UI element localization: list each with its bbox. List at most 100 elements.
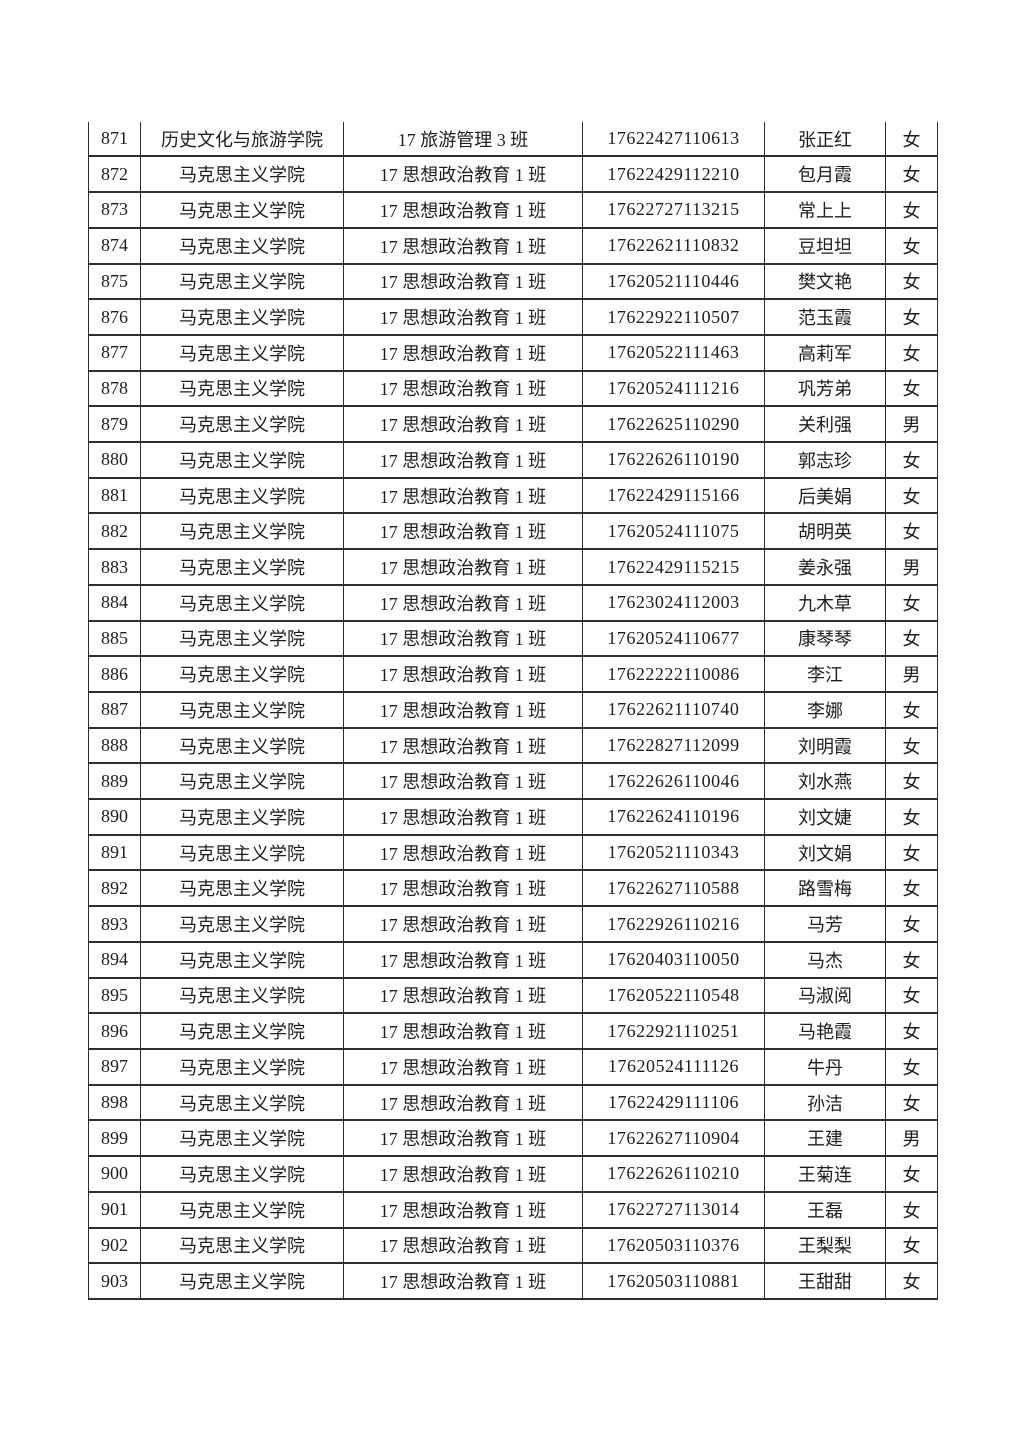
table-row: 894 马克思主义学院 17 思想政治教育 1 班 17620403110050 马杰女 — [88, 940, 938, 979]
name-cell: 牛丹 — [764, 1048, 886, 1086]
student_id-cell: 17620524111216 — [582, 369, 765, 408]
college-cell: 马克思主义学院 — [140, 155, 344, 194]
seq-cell: 893 — [88, 905, 141, 943]
name-cell: 李江 — [764, 655, 886, 693]
gender-cell: 女 — [885, 298, 938, 336]
seq-cell: 903 — [88, 1262, 141, 1300]
gender-cell: 女 — [885, 122, 938, 158]
college-cell: 马克思主义学院 — [140, 1012, 344, 1050]
seq-cell: 880 — [88, 441, 141, 479]
college-cell: 马克思主义学院 — [140, 1119, 344, 1158]
name-cell: 王菊连 — [764, 1155, 886, 1193]
seq-cell: 898 — [88, 1083, 141, 1122]
class-cell: 17 思想政治教育 1 班 — [343, 798, 583, 836]
student_id-cell: 17620522111463 — [582, 333, 765, 372]
name-cell: 范玉霞 — [764, 298, 886, 336]
gender-cell: 女 — [885, 1190, 938, 1229]
college-cell: 马克思主义学院 — [140, 940, 344, 979]
seq-cell: 875 — [88, 262, 141, 301]
name-cell: 刘明霞 — [764, 726, 886, 765]
name-cell: 胡明英 — [764, 512, 886, 551]
class-cell: 17 思想政治教育 1 班 — [343, 619, 583, 658]
table-row: 884 马克思主义学院 17 思想政治教育 1 班 17623024112003 九木草… — [88, 583, 938, 622]
student_id-cell: 17620524111126 — [582, 1048, 765, 1086]
table-row: 875 马克思主义学院 17 思想政治教育 1 班 17620521110446 樊文艳… — [88, 262, 938, 301]
gender-cell: 女 — [885, 583, 938, 622]
table-row: 890 马克思主义学院 17 思想政治教育 1 班 17622624110196 刘文婕… — [88, 798, 938, 836]
gender-cell: 女 — [885, 1155, 938, 1193]
table-row: 892 马克思主义学院 17 思想政治教育 1 班 17622627110588 路雪梅… — [88, 869, 938, 908]
seq-cell: 881 — [88, 476, 141, 515]
seq-cell: 874 — [88, 226, 141, 265]
gender-cell: 女 — [885, 333, 938, 372]
college-cell: 马克思主义学院 — [140, 441, 344, 479]
student-roster-table: 871 历史文化与旅游学院 17 旅游管理 3 班 17622427110613 张正红… — [88, 122, 938, 1300]
class-cell: 17 思想政治教育 1 班 — [343, 833, 583, 872]
student_id-cell: 17622727113014 — [582, 1190, 765, 1229]
seq-cell: 900 — [88, 1155, 141, 1193]
college-cell: 马克思主义学院 — [140, 1226, 344, 1265]
gender-cell: 女 — [885, 1226, 938, 1265]
seq-cell: 888 — [88, 726, 141, 765]
class-cell: 17 思想政治教育 1 班 — [343, 905, 583, 943]
gender-cell: 女 — [885, 369, 938, 408]
student_id-cell: 17622921110251 — [582, 1012, 765, 1050]
table-row: 880 马克思主义学院 17 思想政治教育 1 班 17622626110190 郭志珍… — [88, 441, 938, 479]
table-row: 881 马克思主义学院 17 思想政治教育 1 班 17622429115166 后美娟… — [88, 476, 938, 515]
college-cell: 马克思主义学院 — [140, 476, 344, 515]
table-row: 874 马克思主义学院 17 思想政治教育 1 班 17622621110832 豆坦坦… — [88, 226, 938, 265]
name-cell: 樊文艳 — [764, 262, 886, 301]
class-cell: 17 思想政治教育 1 班 — [343, 940, 583, 979]
gender-cell: 女 — [885, 726, 938, 765]
class-cell: 17 思想政治教育 1 班 — [343, 1083, 583, 1122]
seq-cell: 889 — [88, 762, 141, 801]
table-row: 893 马克思主义学院 17 思想政治教育 1 班 17622926110216 马芳女 — [88, 905, 938, 943]
college-cell: 马克思主义学院 — [140, 726, 344, 765]
college-cell: 马克思主义学院 — [140, 369, 344, 408]
student_id-cell: 17620521110446 — [582, 262, 765, 301]
gender-cell: 男 — [885, 405, 938, 444]
gender-cell: 女 — [885, 1262, 938, 1300]
seq-cell: 876 — [88, 298, 141, 336]
name-cell: 王磊 — [764, 1190, 886, 1229]
student_id-cell: 17622625110290 — [582, 405, 765, 444]
college-cell: 马克思主义学院 — [140, 583, 344, 622]
name-cell: 马杰 — [764, 940, 886, 979]
name-cell: 九木草 — [764, 583, 886, 622]
class-cell: 17 思想政治教育 1 班 — [343, 726, 583, 765]
table-row: 896 马克思主义学院 17 思想政治教育 1 班 17622921110251 马艳霞… — [88, 1012, 938, 1050]
class-cell: 17 思想政治教育 1 班 — [343, 869, 583, 908]
table-row: 883 马克思主义学院 17 思想政治教育 1 班 17622429115215 姜永强… — [88, 548, 938, 586]
gender-cell: 女 — [885, 619, 938, 658]
name-cell: 王梨梨 — [764, 1226, 886, 1265]
college-cell: 马克思主义学院 — [140, 298, 344, 336]
name-cell: 关利强 — [764, 405, 886, 444]
student_id-cell: 17620524110677 — [582, 619, 765, 658]
table-row: 877 马克思主义学院 17 思想政治教育 1 班 17620522111463 高莉军… — [88, 333, 938, 372]
gender-cell: 男 — [885, 1119, 938, 1158]
table-row: 888 马克思主义学院 17 思想政治教育 1 班 17622827112099 刘明霞… — [88, 726, 938, 765]
class-cell: 17 思想政治教育 1 班 — [343, 441, 583, 479]
seq-cell: 872 — [88, 155, 141, 194]
class-cell: 17 思想政治教育 1 班 — [343, 690, 583, 729]
name-cell: 王甜甜 — [764, 1262, 886, 1300]
class-cell: 17 思想政治教育 1 班 — [343, 1262, 583, 1300]
table-row: 886 马克思主义学院 17 思想政治教育 1 班 17622222110086 李江男 — [88, 655, 938, 693]
seq-cell: 897 — [88, 1048, 141, 1086]
class-cell: 17 思想政治教育 1 班 — [343, 405, 583, 444]
student_id-cell: 17620503110376 — [582, 1226, 765, 1265]
table-row: 889 马克思主义学院 17 思想政治教育 1 班 17622626110046 刘水燕… — [88, 762, 938, 801]
college-cell: 马克思主义学院 — [140, 619, 344, 658]
student_id-cell: 17622429111106 — [582, 1083, 765, 1122]
student_id-cell: 17622429115166 — [582, 476, 765, 515]
class-cell: 17 思想政治教育 1 班 — [343, 976, 583, 1015]
gender-cell: 女 — [885, 441, 938, 479]
class-cell: 17 思想政治教育 1 班 — [343, 298, 583, 336]
seq-cell: 886 — [88, 655, 141, 693]
seq-cell: 887 — [88, 690, 141, 729]
table-row: 899 马克思主义学院 17 思想政治教育 1 班 17622627110904 王建男 — [88, 1119, 938, 1158]
gender-cell: 男 — [885, 548, 938, 586]
class-cell: 17 思想政治教育 1 班 — [343, 655, 583, 693]
name-cell: 包月霞 — [764, 155, 886, 194]
table-row: 872 马克思主义学院 17 思想政治教育 1 班 17622429112210 包月霞… — [88, 155, 938, 194]
